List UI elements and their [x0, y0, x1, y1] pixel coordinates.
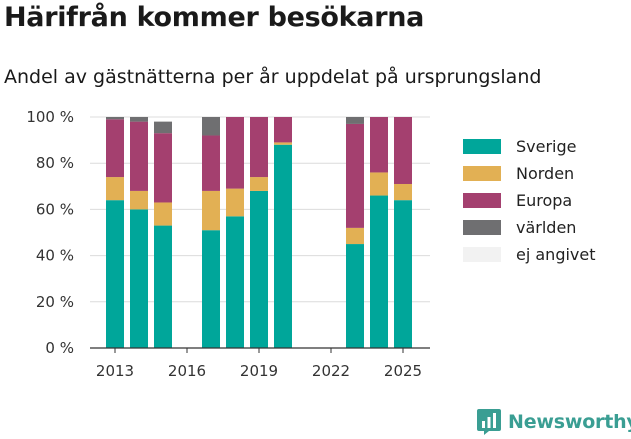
legend-label: ej angivet: [516, 245, 596, 264]
bar-chart-logo-icon: [477, 409, 501, 435]
legend-swatch: [463, 247, 501, 262]
bar-segment-sverige: [154, 225, 172, 348]
y-tick-label: 100 %: [26, 108, 74, 126]
chart-title: Härifrån kommer besökarna: [4, 2, 425, 33]
legend-swatch: [463, 139, 501, 154]
x-tick-label: 2022: [312, 362, 350, 380]
bar-segment-sverige: [394, 200, 412, 348]
legend-label: Norden: [516, 164, 574, 183]
bar-segment-sverige: [250, 190, 268, 348]
bar-segment-europa: [394, 117, 412, 184]
bar-segment-sverige: [202, 230, 220, 348]
brand-name: Newsworthy: [508, 411, 631, 433]
bar-segment-europa: [346, 123, 364, 228]
y-tick-label: 40 %: [36, 247, 74, 265]
bar-segment-norden: [250, 177, 268, 191]
bar-segment-världen: [346, 117, 364, 124]
bar-segment-norden: [154, 202, 172, 226]
bar-segment-europa: [226, 117, 244, 189]
bar-segment-norden: [130, 190, 148, 210]
y-tick-label: 60 %: [36, 200, 74, 218]
y-tick-label: 0 %: [45, 339, 74, 357]
bar-segment-världen: [106, 117, 124, 120]
y-tick-label: 80 %: [36, 154, 74, 172]
bar-segment-europa: [370, 117, 388, 173]
y-tick-label: 20 %: [36, 293, 74, 311]
legend-label: världen: [516, 218, 576, 237]
legend-swatch: [463, 193, 501, 208]
bar-segment-sverige: [274, 144, 292, 348]
bar-segment-europa: [106, 119, 124, 178]
bar-segment-norden: [202, 190, 220, 231]
bar-segment-sverige: [106, 200, 124, 348]
legend-swatch: [463, 166, 501, 181]
bar-segment-europa: [202, 135, 220, 191]
x-tick-label: 2016: [168, 362, 206, 380]
bar-segment-norden: [346, 227, 364, 245]
bar-segment-världen: [154, 121, 172, 134]
bar-segment-norden: [394, 183, 412, 201]
x-tick-label: 2025: [384, 362, 422, 380]
bar-segment-världen: [130, 117, 148, 122]
legend-swatch: [463, 220, 501, 235]
x-tick-label: 2019: [240, 362, 278, 380]
bar-segment-europa: [274, 117, 292, 143]
bar-segment-europa: [250, 117, 268, 178]
bar-segment-norden: [106, 177, 124, 201]
legend-label: Europa: [516, 191, 572, 210]
x-tick-label: 2013: [96, 362, 134, 380]
bar-segment-norden: [226, 188, 244, 217]
bar-segment-norden: [370, 172, 388, 196]
legend-label: Sverige: [516, 137, 577, 156]
bar-segment-sverige: [346, 244, 364, 348]
bar-segment-världen: [202, 117, 220, 136]
bar-segment-europa: [130, 121, 148, 191]
brand-logo: Newsworthy: [476, 408, 631, 436]
bar-segment-norden: [274, 142, 292, 145]
bar-segment-sverige: [226, 216, 244, 348]
bar-segment-sverige: [370, 195, 388, 348]
chart-subtitle: Andel av gästnätterna per år uppdelat på…: [4, 66, 542, 88]
bar-segment-sverige: [130, 209, 148, 348]
bar-segment-europa: [154, 133, 172, 203]
